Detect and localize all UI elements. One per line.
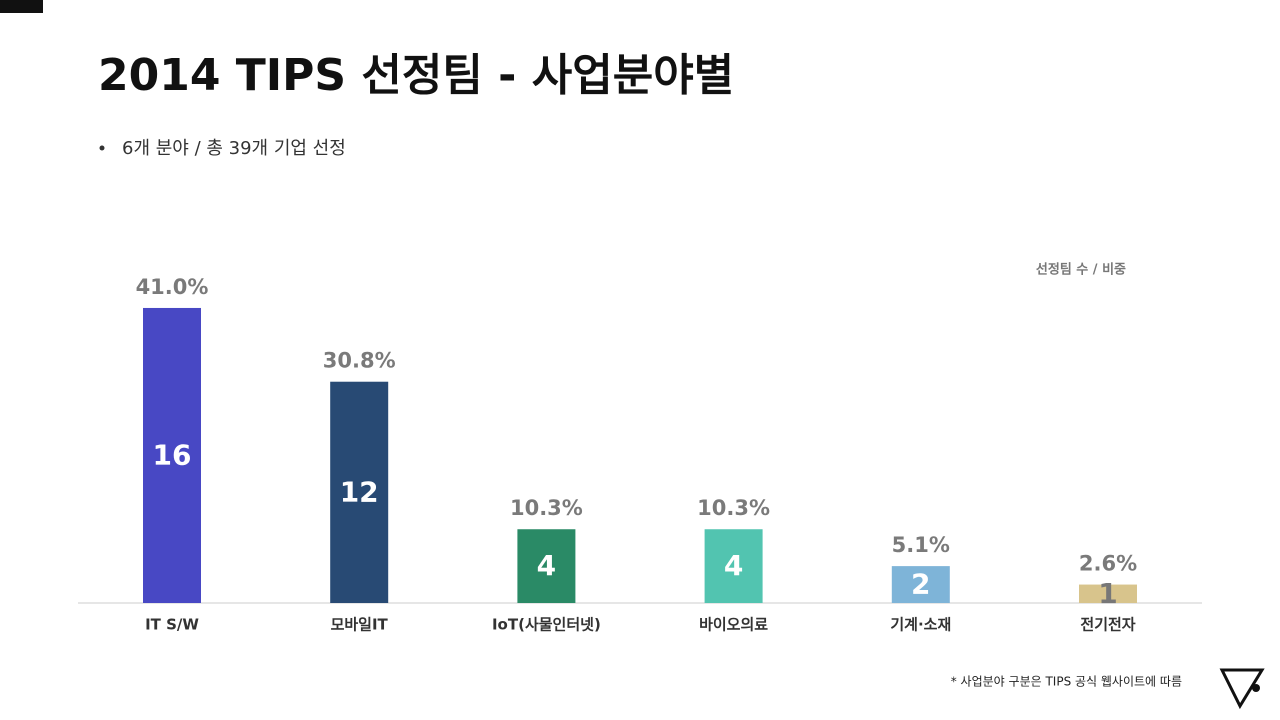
share-label: 30.8% [323, 349, 396, 373]
share-label: 10.3% [510, 496, 583, 520]
x-tick-label: 전기전자 [1080, 616, 1135, 634]
title: 2014 TIPS 선정팀 - 사업분야별 [98, 50, 734, 101]
share-label: 5.1% [892, 533, 950, 557]
count-label: 12 [340, 475, 379, 508]
footnote: * 사업분야 구분은 TIPS 공식 웹사이트에 따름 [951, 675, 1182, 689]
count-label: 4 [537, 549, 556, 582]
bar [891, 566, 950, 603]
count-label: 2 [911, 568, 930, 601]
bar [143, 307, 201, 603]
x-tick-label: 바이오의료 [699, 616, 768, 634]
share-label: 10.3% [697, 496, 770, 520]
x-tick-label: IT S/W [145, 616, 199, 634]
x-tick-label: 모바일IT [331, 616, 389, 634]
x-tick-label: 기계·소재 [890, 616, 951, 634]
count-label: 16 [153, 438, 192, 471]
subtitle: 6개 분야 / 총 39개 기업 선정 [122, 138, 346, 159]
x-tick-label: IoT(사물인터넷) [492, 616, 601, 634]
bar [1079, 584, 1137, 603]
count-label: 4 [724, 549, 743, 582]
legend-note: 선정팀 수 / 비중 [1036, 262, 1126, 278]
bullet [99, 145, 105, 151]
bar [330, 381, 389, 603]
count-label: 1 [1098, 577, 1117, 610]
bar [704, 529, 763, 603]
bar [517, 529, 576, 603]
share-label: 41.0% [136, 275, 209, 299]
logo [1219, 668, 1265, 710]
corner-block [0, 0, 43, 13]
share-label: 2.6% [1079, 552, 1137, 576]
